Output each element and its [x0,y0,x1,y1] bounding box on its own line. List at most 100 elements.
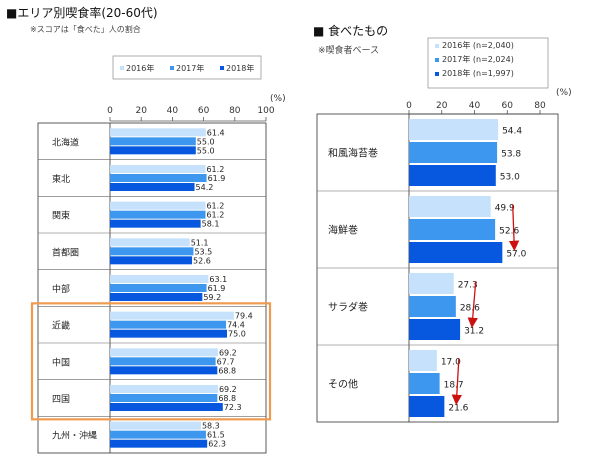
left-chart-note: ※スコアは「食べた」人の割合 [30,25,141,34]
left-tick-label: 80 [229,106,241,116]
right-legend-swatch [435,72,439,76]
left-bar [110,128,206,137]
left-data-label: 53.5 [194,247,212,256]
left-bar [110,403,223,411]
right-data-label: 28.6 [460,304,480,314]
right-category-label: サラダ巻 [328,301,368,314]
left-legend-swatch [120,66,124,70]
left-data-label: 75.0 [228,330,246,339]
right-tick-label: 80 [534,101,546,111]
left-bar [110,210,206,219]
left-data-label: 61.2 [206,165,224,174]
right-bar [409,350,437,371]
left-data-label: 68.8 [218,366,236,375]
left-bar [110,439,208,448]
left-tick-label: 20 [135,106,147,116]
left-bar [110,247,194,256]
right-legend-box [427,37,549,89]
right-data-label: 27.3 [458,281,478,291]
right-data-label: 18.7 [444,381,464,391]
right-chart-note: ※喫食者ベース [318,46,380,56]
left-bar [110,256,193,265]
left-data-label: 67.7 [217,357,235,366]
left-legend-label: 2017年 [176,63,204,73]
left-data-label: 61.2 [206,211,224,220]
right-data-label: 57.0 [506,250,526,260]
left-category-label: 中部 [52,283,70,295]
right-trend-arrow [451,358,462,406]
right-category-label: 海鮮巻 [328,224,358,237]
right-data-label: 53.0 [500,173,520,183]
left-tick-label: 100 [257,106,274,116]
right-legend-label: 2017年 (n=2,024) [442,54,514,64]
left-tick-label: 60 [198,106,210,116]
left-data-label: 61.9 [208,174,226,183]
left-legend-box [112,55,262,80]
right-bar [409,165,496,186]
left-data-label: 69.2 [219,385,237,394]
right-legend-label: 2016年 (n=2,040) [442,40,514,50]
left-bar [110,183,195,191]
left-bar [110,137,196,146]
right-data-label: 54.4 [502,127,522,137]
left-tick-label: 0 [107,106,113,116]
right-bar [409,319,461,340]
left-data-label: 79.4 [235,312,253,321]
right-data-label: 52.6 [499,227,519,237]
left-category-label: 四国 [52,394,70,405]
right-bar [409,242,503,263]
right-legend-label: 2018年 (n=1,997) [442,68,514,78]
right-category-label: その他 [328,378,358,391]
left-bar [110,348,218,357]
right-bar [409,119,499,140]
right-bar [409,396,445,417]
left-bar [110,366,218,375]
left-bar [110,219,201,228]
left-data-label: 51.1 [191,238,209,247]
left-data-label: 61.5 [207,431,225,440]
left-data-label: 72.3 [224,403,242,412]
left-bar [110,293,203,301]
left-bar [110,311,234,320]
left-legend-label: 2018年 [226,63,254,73]
left-bar [110,430,206,439]
right-data-label: 49.9 [495,204,515,214]
right-trend-arrow [508,204,520,252]
left-data-label: 69.2 [219,348,237,357]
left-data-label: 61.2 [206,202,224,211]
left-highlight-box [30,302,272,421]
left-chart-title: ■エリア別喫食率(20-60代) [6,6,158,20]
right-data-label: 53.8 [501,150,521,160]
right-bar [409,296,456,317]
left-category-label: 東北 [52,173,70,185]
left-data-label: 58.1 [202,220,220,229]
left-data-label: 68.8 [218,394,236,403]
left-bar [110,421,201,430]
right-bar [409,373,440,394]
right-category-label: 和風海苔巻 [328,147,378,160]
left-bar [110,385,218,393]
right-bar [409,142,498,163]
left-data-label: 61.4 [207,128,225,137]
left-data-label: 58.3 [202,422,220,431]
right-bar [409,219,496,240]
left-bar [110,238,190,247]
right-chart-title: ■ 食べたもの [313,24,389,38]
left-bar [110,394,218,402]
left-legend-label: 2016年 [126,63,154,73]
left-data-label: 52.6 [193,256,211,265]
left-data-label: 63.1 [209,275,227,284]
left-data-label: 74.4 [227,321,245,330]
left-data-label: 55.0 [197,146,215,155]
left-category-label: 関東 [52,210,70,222]
left-bar [110,320,227,329]
right-data-label: 31.2 [464,327,484,337]
right-tick-label: 40 [469,101,481,111]
left-data-label: 61.9 [208,284,226,293]
left-legend-swatch [220,66,224,70]
left-category-label: 中国 [52,356,70,368]
left-bar [110,146,196,155]
left-bar [110,357,216,366]
left-category-label: 近畿 [52,320,70,332]
